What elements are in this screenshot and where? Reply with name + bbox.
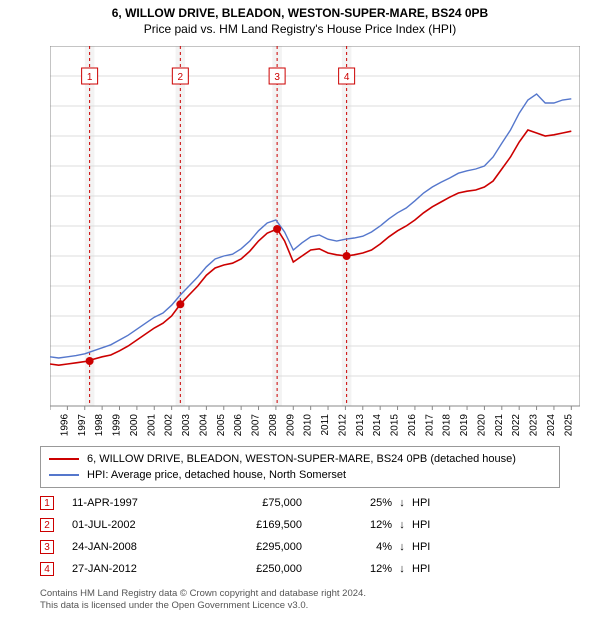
sale-marker-2: 2 <box>40 518 54 532</box>
table-row: 1 11-APR-1997 £75,000 25% ↓ HPI <box>40 492 560 514</box>
title-line-2: Price paid vs. HM Land Registry's House … <box>0 22 600 36</box>
legend-item-property: 6, WILLOW DRIVE, BLEADON, WESTON-SUPER-M… <box>49 451 551 467</box>
svg-text:2003: 2003 <box>181 414 192 437</box>
legend-swatch-hpi <box>49 474 79 476</box>
svg-text:2023: 2023 <box>529 414 540 437</box>
sale-suffix: HPI <box>412 519 452 531</box>
sales-table: 1 11-APR-1997 £75,000 25% ↓ HPI 2 01-JUL… <box>40 492 560 580</box>
svg-text:2010: 2010 <box>303 414 314 437</box>
svg-text:2005: 2005 <box>216 414 227 437</box>
svg-text:4: 4 <box>344 72 350 83</box>
svg-text:2013: 2013 <box>355 414 366 437</box>
sale-marker-3: 3 <box>40 540 54 554</box>
legend: 6, WILLOW DRIVE, BLEADON, WESTON-SUPER-M… <box>40 446 560 488</box>
sale-date: 11-APR-1997 <box>72 497 212 509</box>
sale-price: £169,500 <box>212 519 322 531</box>
sale-date: 01-JUL-2002 <box>72 519 212 531</box>
sale-suffix: HPI <box>412 541 452 553</box>
footer-line-1: Contains HM Land Registry data © Crown c… <box>40 588 366 600</box>
sale-price: £295,000 <box>212 541 322 553</box>
title-block: 6, WILLOW DRIVE, BLEADON, WESTON-SUPER-M… <box>0 0 600 38</box>
down-arrow-icon: ↓ <box>392 563 412 575</box>
svg-text:2022: 2022 <box>511 414 522 437</box>
svg-text:1998: 1998 <box>94 414 105 437</box>
sale-pct: 25% <box>322 497 392 509</box>
svg-text:2024: 2024 <box>546 414 557 437</box>
sale-date: 27-JAN-2012 <box>72 563 212 575</box>
down-arrow-icon: ↓ <box>392 541 412 553</box>
svg-text:3: 3 <box>274 72 280 83</box>
sale-marker-4: 4 <box>40 562 54 576</box>
svg-text:2017: 2017 <box>424 414 435 437</box>
sale-date: 24-JAN-2008 <box>72 541 212 553</box>
svg-text:2025: 2025 <box>563 414 574 437</box>
svg-text:2004: 2004 <box>198 414 209 437</box>
sale-pct: 4% <box>322 541 392 553</box>
svg-text:2008: 2008 <box>268 414 279 437</box>
table-row: 2 01-JUL-2002 £169,500 12% ↓ HPI <box>40 514 560 536</box>
svg-text:2002: 2002 <box>164 414 175 437</box>
svg-text:2020: 2020 <box>476 414 487 437</box>
svg-text:2021: 2021 <box>494 414 505 437</box>
svg-text:1997: 1997 <box>77 414 88 437</box>
chart-container: 6, WILLOW DRIVE, BLEADON, WESTON-SUPER-M… <box>0 0 600 620</box>
table-row: 4 27-JAN-2012 £250,000 12% ↓ HPI <box>40 558 560 580</box>
footer-line-2: This data is licensed under the Open Gov… <box>40 600 366 612</box>
legend-label-property: 6, WILLOW DRIVE, BLEADON, WESTON-SUPER-M… <box>87 453 516 465</box>
svg-text:2009: 2009 <box>285 414 296 437</box>
legend-swatch-property <box>49 458 79 460</box>
title-line-1: 6, WILLOW DRIVE, BLEADON, WESTON-SUPER-M… <box>0 6 600 20</box>
svg-text:1995: 1995 <box>50 414 53 437</box>
legend-item-hpi: HPI: Average price, detached house, Nort… <box>49 467 551 483</box>
down-arrow-icon: ↓ <box>392 519 412 531</box>
legend-label-hpi: HPI: Average price, detached house, Nort… <box>87 469 346 481</box>
svg-text:2001: 2001 <box>146 414 157 437</box>
svg-text:2012: 2012 <box>337 414 348 437</box>
svg-text:1996: 1996 <box>59 414 70 437</box>
sale-price: £250,000 <box>212 563 322 575</box>
sale-price: £75,000 <box>212 497 322 509</box>
chart-plot: £0£50K£100K£150K£200K£250K£300K£350K£400… <box>50 46 580 406</box>
down-arrow-icon: ↓ <box>392 497 412 509</box>
svg-text:2: 2 <box>178 72 184 83</box>
table-row: 3 24-JAN-2008 £295,000 4% ↓ HPI <box>40 536 560 558</box>
sale-pct: 12% <box>322 519 392 531</box>
sale-suffix: HPI <box>412 497 452 509</box>
svg-text:2015: 2015 <box>390 414 401 437</box>
svg-text:2014: 2014 <box>372 414 383 437</box>
sale-marker-1: 1 <box>40 496 54 510</box>
chart-svg: £0£50K£100K£150K£200K£250K£300K£350K£400… <box>50 46 580 446</box>
svg-text:1999: 1999 <box>112 414 123 437</box>
svg-text:2006: 2006 <box>233 414 244 437</box>
sale-pct: 12% <box>322 563 392 575</box>
svg-text:1: 1 <box>87 72 93 83</box>
svg-text:2018: 2018 <box>442 414 453 437</box>
svg-text:2011: 2011 <box>320 414 331 436</box>
sale-suffix: HPI <box>412 563 452 575</box>
footer-attribution: Contains HM Land Registry data © Crown c… <box>40 588 366 613</box>
svg-text:2000: 2000 <box>129 414 140 437</box>
svg-text:2016: 2016 <box>407 414 418 437</box>
svg-text:2019: 2019 <box>459 414 470 437</box>
svg-text:2007: 2007 <box>251 414 262 437</box>
